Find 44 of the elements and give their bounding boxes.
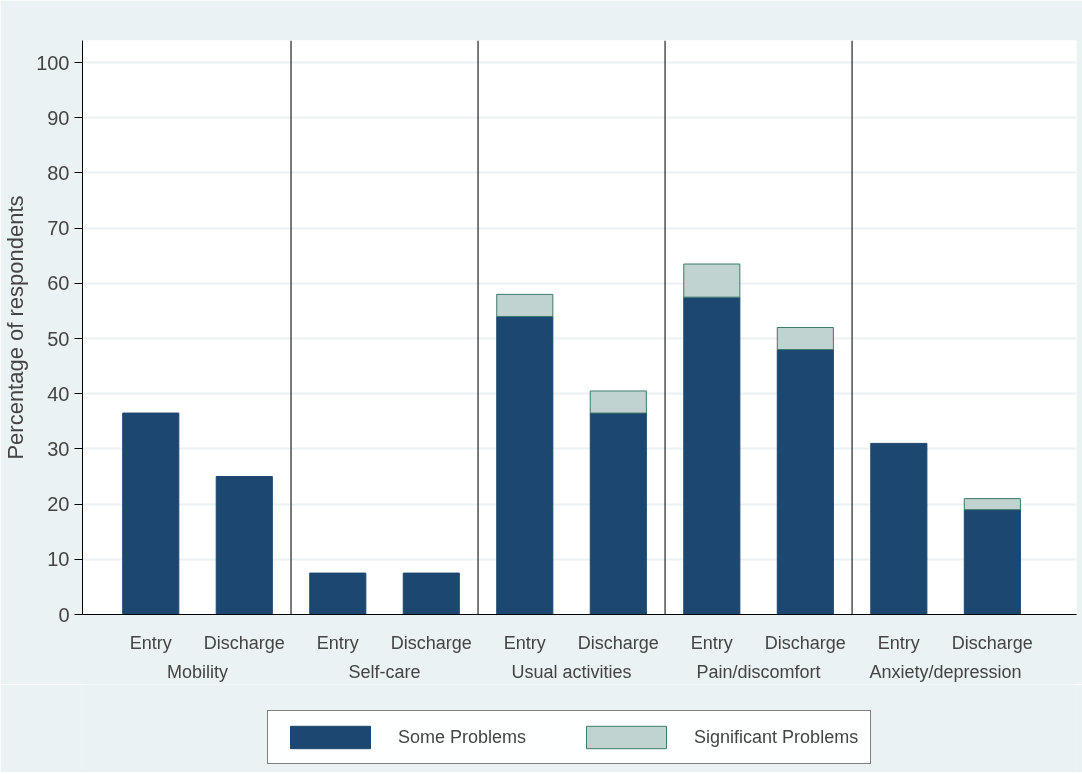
x-tick-label: Discharge [203, 632, 285, 653]
y-tick-label: 40 [47, 382, 70, 405]
x-tick-label: Entry [503, 632, 546, 653]
bar [402, 572, 460, 615]
bar [496, 315, 554, 615]
y-axis-title: Percentage of respondents [3, 195, 29, 460]
y-tick-label: 60 [47, 272, 70, 295]
bar [776, 327, 834, 351]
bar [683, 263, 741, 298]
legend-label: Some Problems [398, 726, 527, 748]
bar [122, 412, 180, 615]
y-tick-label: 20 [47, 493, 70, 516]
y-tick-label: 30 [47, 437, 70, 460]
y-tick-label: 50 [47, 327, 70, 350]
text: Mobility [167, 661, 229, 682]
y-tick-label: 70 [47, 217, 70, 240]
text: Usual activities [511, 661, 632, 682]
bar [963, 509, 1021, 615]
bar [215, 476, 273, 615]
x-tick-label: Discharge [577, 632, 659, 653]
y-tick-label: 10 [47, 548, 70, 571]
text: Self-care [348, 661, 421, 682]
y-tick-label: 0 [58, 603, 70, 626]
x-tick-label: Discharge [951, 632, 1033, 653]
x-tick-label: Entry [129, 632, 172, 653]
x-tick-label: Entry [316, 632, 359, 653]
y-tick-label: 100 [36, 51, 70, 74]
bar [589, 390, 647, 414]
x-tick-label: Entry [690, 632, 733, 653]
text: Pain/discomfort [696, 661, 821, 682]
bar [776, 349, 834, 615]
bar [963, 498, 1021, 511]
bar [496, 293, 554, 317]
bar [589, 412, 647, 615]
text: Anxiety/depression [869, 661, 1022, 682]
y-tick-label: 90 [47, 106, 70, 129]
bar [683, 296, 741, 615]
x-tick-label: Entry [877, 632, 920, 653]
y-tick-label: 80 [47, 161, 70, 184]
x-tick-label: Discharge [390, 632, 472, 653]
bar [309, 572, 367, 615]
legend-label: Significant Problems [694, 726, 859, 748]
bar [870, 442, 928, 615]
x-tick-label: Discharge [764, 632, 846, 653]
